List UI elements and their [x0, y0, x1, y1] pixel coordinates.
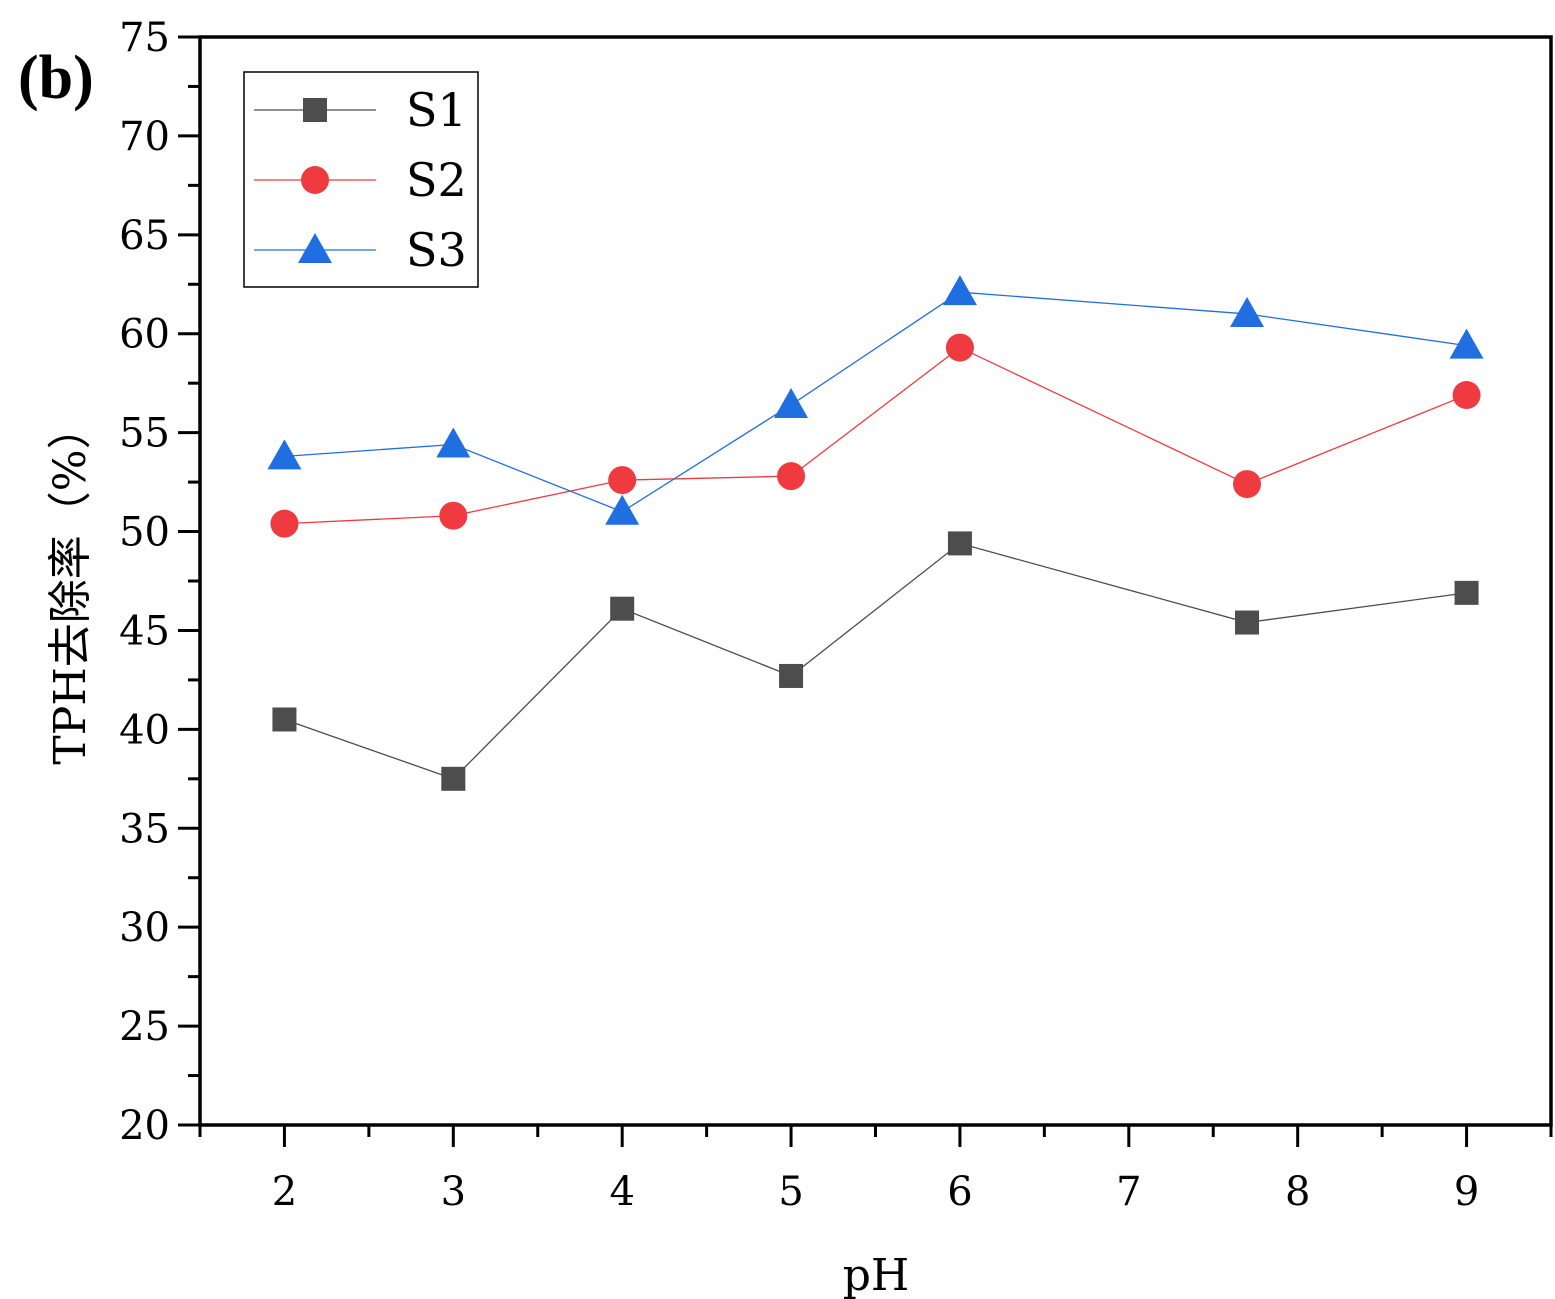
y-tick-label: 50	[119, 510, 170, 556]
y-tick-label: 40	[119, 707, 170, 753]
x-tick-label: 9	[1454, 1169, 1479, 1215]
legend-item-s3: S3	[254, 223, 467, 277]
data-point-s2	[1233, 470, 1262, 499]
data-point-s3	[774, 387, 809, 418]
x-tick-label: 6	[947, 1169, 972, 1215]
legend-item-s1: S1	[254, 83, 467, 137]
legend-label: S2	[406, 153, 467, 207]
data-point-s1	[947, 531, 972, 556]
y-tick-label: 25	[119, 1004, 170, 1050]
data-point-s2	[1452, 381, 1481, 410]
legend-label: S3	[406, 223, 467, 277]
data-point-s1	[441, 766, 466, 791]
y-tick-label: 60	[119, 312, 170, 358]
y-tick-label: 55	[119, 411, 170, 457]
data-point-s3	[267, 439, 302, 470]
y-tick-label: 35	[119, 806, 170, 852]
data-point-s2	[945, 333, 974, 362]
x-tick-label: 5	[778, 1169, 803, 1215]
x-tick-label: 2	[272, 1169, 297, 1215]
legend-marker	[301, 166, 329, 194]
panel-label: (b)	[18, 44, 94, 112]
data-point-s2	[608, 466, 637, 495]
y-tick-label: 75	[119, 15, 170, 61]
series-s2	[270, 333, 1481, 538]
y-tick-label: 45	[119, 608, 170, 654]
data-point-s1	[272, 707, 297, 732]
y-tick-label: 65	[119, 213, 170, 259]
data-point-s1	[610, 596, 635, 621]
legend-marker	[303, 98, 327, 122]
x-tick-label: 7	[1116, 1169, 1141, 1215]
y-tick-label: 30	[119, 905, 170, 951]
data-point-s1	[779, 663, 804, 688]
legend-marker	[298, 233, 332, 263]
x-axis-title: pH	[843, 1250, 910, 1299]
data-point-s2	[439, 501, 468, 530]
x-tick-label: 8	[1285, 1169, 1310, 1215]
data-point-s3	[1230, 296, 1265, 327]
x-tick-label: 4	[609, 1169, 634, 1215]
data-point-s1	[1454, 580, 1479, 605]
data-point-s1	[1235, 610, 1260, 635]
plot-frame	[198, 35, 1553, 1127]
y-axis-title: TPH去除率（%）	[45, 405, 96, 764]
data-point-s3	[942, 275, 977, 306]
data-point-s3	[1449, 328, 1484, 359]
series-layer	[267, 275, 1484, 791]
data-point-s3	[436, 427, 471, 458]
series-s1	[272, 531, 1479, 791]
legend-item-s2: S2	[254, 153, 467, 207]
legend-label: S1	[406, 83, 467, 137]
data-point-s2	[777, 462, 806, 491]
data-point-s3	[605, 494, 640, 525]
legend: S1 S2 S3	[243, 71, 479, 288]
y-tick-label: 20	[119, 1103, 170, 1149]
y-tick-label: 70	[119, 114, 170, 160]
data-point-s2	[270, 509, 299, 538]
x-tick-label: 3	[441, 1169, 466, 1215]
series-s3	[267, 275, 1484, 525]
